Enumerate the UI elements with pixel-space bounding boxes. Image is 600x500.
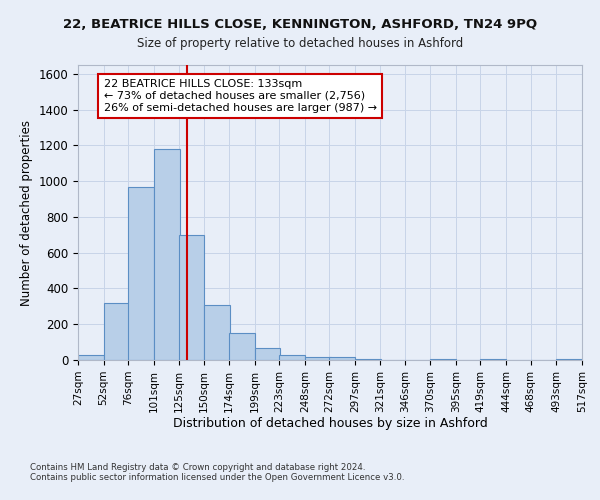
Bar — [329, 358, 355, 360]
Text: Size of property relative to detached houses in Ashford: Size of property relative to detached ho… — [137, 38, 463, 51]
Bar — [355, 359, 381, 360]
Bar — [305, 358, 331, 360]
Bar — [204, 306, 230, 360]
Bar — [179, 235, 204, 360]
X-axis label: Distribution of detached houses by size in Ashford: Distribution of detached houses by size … — [173, 418, 487, 430]
Bar — [481, 359, 506, 360]
Bar — [556, 359, 582, 360]
Bar — [229, 333, 254, 360]
Bar — [154, 149, 179, 360]
Bar — [128, 186, 154, 360]
Text: Contains HM Land Registry data © Crown copyright and database right 2024.
Contai: Contains HM Land Registry data © Crown c… — [30, 463, 404, 482]
Bar — [279, 354, 305, 360]
Text: 22 BEATRICE HILLS CLOSE: 133sqm
← 73% of detached houses are smaller (2,756)
26%: 22 BEATRICE HILLS CLOSE: 133sqm ← 73% of… — [104, 80, 377, 112]
Bar — [254, 348, 280, 360]
Bar — [430, 359, 456, 360]
Y-axis label: Number of detached properties: Number of detached properties — [20, 120, 33, 306]
Bar — [104, 303, 130, 360]
Text: 22, BEATRICE HILLS CLOSE, KENNINGTON, ASHFORD, TN24 9PQ: 22, BEATRICE HILLS CLOSE, KENNINGTON, AS… — [63, 18, 537, 30]
Bar — [78, 354, 104, 360]
